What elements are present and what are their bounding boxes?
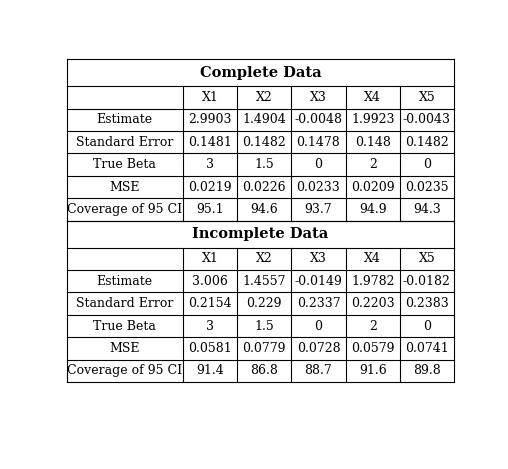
Text: 0.1481: 0.1481 [188, 136, 232, 149]
Text: 2.9903: 2.9903 [188, 113, 232, 126]
Text: 94.6: 94.6 [250, 203, 278, 216]
Text: 0.0235: 0.0235 [405, 181, 449, 194]
Text: 0.1478: 0.1478 [297, 136, 340, 149]
Text: True Beta: True Beta [93, 319, 156, 333]
Text: 0.0219: 0.0219 [188, 181, 232, 194]
Text: 0.2203: 0.2203 [351, 297, 395, 310]
Text: 0.2337: 0.2337 [297, 297, 340, 310]
Text: 0.0741: 0.0741 [405, 342, 449, 355]
Text: 86.8: 86.8 [250, 364, 278, 378]
Text: 3: 3 [206, 158, 214, 171]
Text: Complete Data: Complete Data [200, 66, 321, 80]
Text: 0.0233: 0.0233 [297, 181, 340, 194]
Text: Estimate: Estimate [97, 275, 153, 288]
Text: 91.4: 91.4 [196, 364, 224, 378]
Text: 0: 0 [314, 319, 323, 333]
Text: 89.8: 89.8 [413, 364, 441, 378]
Text: Standard Error: Standard Error [76, 297, 173, 310]
Text: X5: X5 [419, 252, 435, 265]
Text: -0.0043: -0.0043 [403, 113, 451, 126]
Text: 1.4557: 1.4557 [242, 275, 286, 288]
Text: 1.9782: 1.9782 [351, 275, 394, 288]
Text: X4: X4 [364, 252, 381, 265]
Text: 3: 3 [206, 319, 214, 333]
Text: MSE: MSE [110, 342, 140, 355]
Text: 2: 2 [369, 158, 376, 171]
Text: 0.2154: 0.2154 [188, 297, 232, 310]
Text: -0.0149: -0.0149 [295, 275, 342, 288]
Text: X4: X4 [364, 91, 381, 104]
Text: 0: 0 [423, 158, 431, 171]
Text: MSE: MSE [110, 181, 140, 194]
Text: 93.7: 93.7 [305, 203, 332, 216]
Text: Coverage of 95 CI: Coverage of 95 CI [67, 203, 182, 216]
Text: 0: 0 [423, 319, 431, 333]
Text: X2: X2 [256, 91, 273, 104]
Text: 3.006: 3.006 [192, 275, 228, 288]
Text: 2: 2 [369, 319, 376, 333]
Text: Standard Error: Standard Error [76, 136, 173, 149]
Text: 0.148: 0.148 [355, 136, 391, 149]
Text: 0.0226: 0.0226 [242, 181, 286, 194]
Text: 94.3: 94.3 [413, 203, 441, 216]
Text: 0.0779: 0.0779 [242, 342, 286, 355]
Text: 0.0209: 0.0209 [351, 181, 395, 194]
Text: 1.5: 1.5 [255, 158, 274, 171]
Text: Estimate: Estimate [97, 113, 153, 126]
Text: 0.0581: 0.0581 [188, 342, 232, 355]
Text: -0.0182: -0.0182 [403, 275, 451, 288]
Text: 0.2383: 0.2383 [405, 297, 449, 310]
Text: X1: X1 [202, 91, 218, 104]
Text: X2: X2 [256, 252, 273, 265]
Text: 1.4904: 1.4904 [242, 113, 286, 126]
Text: 0: 0 [314, 158, 323, 171]
Text: Incomplete Data: Incomplete Data [192, 227, 329, 241]
Text: 0.0728: 0.0728 [297, 342, 340, 355]
Text: 1.5: 1.5 [255, 319, 274, 333]
Text: -0.0048: -0.0048 [295, 113, 342, 126]
Text: 0.0579: 0.0579 [351, 342, 394, 355]
Text: 0.1482: 0.1482 [405, 136, 449, 149]
Text: True Beta: True Beta [93, 158, 156, 171]
Text: 0.1482: 0.1482 [242, 136, 286, 149]
Text: X5: X5 [419, 91, 435, 104]
Text: 91.6: 91.6 [359, 364, 387, 378]
Text: X3: X3 [310, 91, 327, 104]
Text: Coverage of 95 CI: Coverage of 95 CI [67, 364, 182, 378]
Text: X1: X1 [202, 252, 218, 265]
Text: 88.7: 88.7 [305, 364, 332, 378]
Text: 0.229: 0.229 [246, 297, 282, 310]
Text: 95.1: 95.1 [196, 203, 224, 216]
Text: X3: X3 [310, 252, 327, 265]
Text: 1.9923: 1.9923 [351, 113, 394, 126]
Text: 94.9: 94.9 [359, 203, 387, 216]
